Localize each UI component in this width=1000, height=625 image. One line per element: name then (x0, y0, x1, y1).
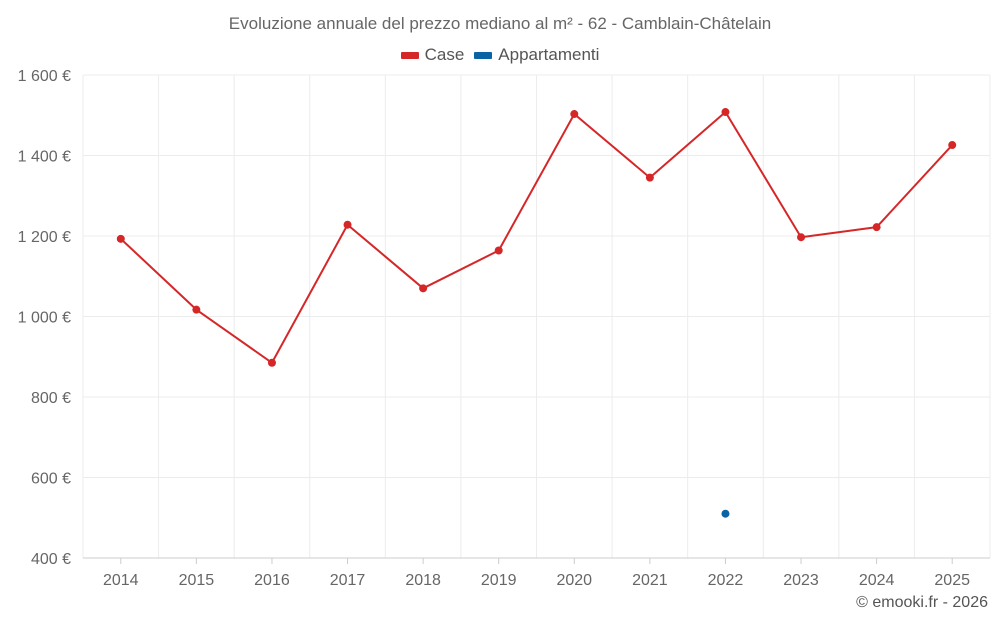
x-tick-label: 2021 (632, 572, 668, 589)
x-tick-label: 2025 (934, 572, 970, 589)
data-point-case (192, 305, 201, 314)
data-point-case (116, 234, 125, 243)
legend-label-appartamenti: Appartamenti (498, 45, 600, 64)
x-tick-label: 2014 (103, 572, 139, 589)
data-point-case (343, 220, 352, 229)
data-point-case (721, 108, 730, 117)
axis-layer: 400 € 600 € 800 € 1 000 € 1 200 € 1 400 € 1 60… (18, 68, 990, 589)
data-point-case (419, 284, 428, 293)
series-line-case (120, 111, 953, 364)
x-tick-label: 2019 (481, 572, 517, 589)
y-tick-label: 1 200 € (18, 229, 71, 246)
x-tick-label: 2022 (708, 572, 744, 589)
x-tick-label: 2024 (859, 572, 895, 589)
x-tick-label: 2016 (254, 572, 290, 589)
y-tick-label: 400 € (31, 551, 71, 568)
chart-title: Evoluzione annuale del prezzo mediano al… (228, 14, 772, 33)
credit: © emooki.fr - 2026 (856, 594, 988, 611)
legend: Case Appartamenti (0, 45, 1000, 65)
x-tick-label: 2017 (330, 572, 366, 589)
legend-swatch-case (400, 51, 419, 59)
data-point-case (948, 141, 957, 150)
legend-item-appartamenti[interactable]: Appartamenti (474, 45, 599, 65)
y-tick-label: 1 600 € (18, 68, 71, 85)
data-point-case (267, 358, 276, 367)
data-point-case (494, 246, 503, 255)
data-point-appartamenti (721, 509, 730, 518)
data-point-case (570, 110, 579, 119)
series-layer (116, 108, 957, 518)
y-tick-label: 1 400 € (18, 149, 71, 166)
y-tick-label: 600 € (31, 471, 71, 488)
y-tick-label: 800 € (31, 390, 71, 407)
x-tick-label: 2015 (179, 572, 215, 589)
legend-swatch-appartamenti (474, 51, 493, 59)
legend-item-case[interactable]: Case (400, 45, 465, 65)
y-tick-label: 1 000 € (18, 310, 71, 327)
data-point-case (872, 223, 881, 232)
legend-label-case: Case (424, 45, 465, 64)
grid-layer (82, 74, 991, 558)
x-tick-label: 2020 (556, 572, 592, 589)
data-point-case (645, 173, 654, 182)
x-tick-label: 2018 (405, 572, 441, 589)
data-point-case (797, 233, 806, 242)
x-tick-label: 2023 (783, 572, 819, 589)
